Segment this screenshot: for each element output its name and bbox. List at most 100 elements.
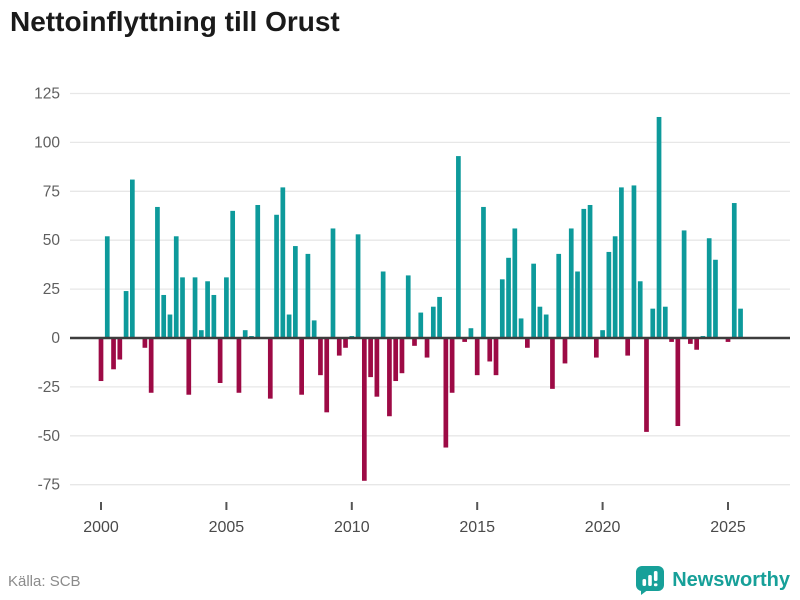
- bar-2003-Q1: [173, 236, 179, 338]
- x-axis-label-2010: 2010: [334, 519, 370, 536]
- bar-2017-Q1: [525, 338, 530, 348]
- bar-2008-Q2: [305, 253, 311, 338]
- newsworthy-logo: Newsworthy: [635, 565, 790, 595]
- y-axis-label-125: 125: [34, 86, 60, 103]
- bar-2002-Q3: [161, 294, 167, 338]
- bar-2020-Q4: [619, 187, 624, 338]
- bar-2012-Q4: [418, 312, 424, 338]
- bar-2017-Q3: [537, 306, 543, 338]
- bar-2000-Q2: [104, 236, 110, 338]
- bar-2011-Q4: [393, 338, 399, 382]
- bar-2014-Q1: [449, 338, 455, 393]
- bar-2023-Q2: [681, 230, 687, 338]
- bar-2025-Q2: [731, 203, 737, 338]
- x-axis-label-2025: 2025: [710, 519, 746, 536]
- bar-2007-Q3: [286, 314, 292, 338]
- bar-2002-Q4: [167, 314, 173, 338]
- bar-2005-Q1: [224, 277, 229, 338]
- bar-2005-Q2: [230, 210, 236, 338]
- bar-2019-Q1: [575, 271, 580, 338]
- bar-2022-Q1: [650, 308, 656, 338]
- bar-2004-Q4: [217, 338, 223, 383]
- bar-2022-Q4: [669, 338, 674, 342]
- x-axis-label-2005: 2005: [209, 519, 245, 536]
- bar-2024-Q2: [706, 238, 712, 338]
- y-axis-label-50: 50: [43, 232, 61, 249]
- bar-2004-Q3: [211, 294, 217, 338]
- bar-2021-Q1: [625, 338, 631, 356]
- bar-chart-plot: 125 100 75 50 25 0 -25 -50 -75 2000 2005 2010 2015 20…: [34, 86, 790, 536]
- bar-2009-Q4: [343, 338, 348, 348]
- bar-2020-Q2: [606, 251, 612, 338]
- bar-2006-Q2: [255, 204, 261, 338]
- bar-2003-Q4: [192, 277, 198, 338]
- y-axis-label-0: 0: [51, 330, 60, 347]
- bar-2022-Q2: [656, 116, 662, 338]
- bar-2014-Q3: [462, 338, 468, 342]
- bar-2013-Q1: [424, 338, 430, 358]
- x-axis-label-2020: 2020: [585, 519, 621, 536]
- bar-2012-Q1: [399, 338, 405, 374]
- bar-2011-Q2: [380, 271, 386, 338]
- bar-2015-Q1: [474, 338, 480, 376]
- bar-2012-Q2: [405, 275, 411, 338]
- bar-2016-Q3: [512, 228, 518, 338]
- bar-2007-Q1: [274, 214, 279, 338]
- brand-wordmark: Newsworthy: [672, 568, 790, 591]
- bar-2022-Q3: [662, 306, 668, 338]
- bar-2018-Q2: [556, 253, 562, 338]
- bar-2002-Q1: [148, 338, 154, 393]
- bar-2024-Q3: [713, 259, 718, 338]
- bar-2007-Q2: [280, 187, 286, 338]
- bar-2023-Q4: [694, 338, 699, 350]
- y-axis-label-100: 100: [34, 134, 60, 151]
- source-caption: Källa: SCB: [8, 573, 81, 590]
- bar-2015-Q3: [487, 338, 493, 362]
- x-axis-label-2000: 2000: [83, 519, 119, 536]
- bar-2000-Q3: [111, 338, 116, 370]
- bar-2025-Q1: [725, 338, 731, 342]
- bar-2008-Q3: [311, 320, 317, 338]
- bar-2003-Q2: [180, 277, 185, 338]
- bar-2016-Q4: [518, 318, 524, 338]
- bar-2009-Q3: [336, 338, 342, 356]
- bar-2008-Q1: [299, 338, 304, 395]
- bar-2018-Q3: [562, 338, 568, 364]
- bar-2025-Q3: [738, 308, 743, 338]
- bar-2001-Q4: [142, 338, 148, 348]
- bar-2014-Q2: [456, 156, 461, 338]
- bar-2019-Q3: [587, 204, 593, 338]
- bar-2011-Q1: [374, 338, 380, 397]
- bar-2023-Q3: [688, 338, 693, 344]
- bar-2019-Q2: [581, 208, 587, 338]
- bar-2015-Q4: [493, 338, 499, 376]
- bar-2017-Q4: [543, 314, 549, 338]
- bar-2007-Q4: [293, 246, 298, 338]
- y-axis-label--50: -50: [38, 428, 61, 445]
- bar-2021-Q2: [631, 185, 637, 338]
- bar-2002-Q2: [155, 206, 160, 338]
- bar-2005-Q3: [236, 338, 242, 393]
- bar-2001-Q2: [130, 179, 135, 338]
- bar-2000-Q4: [117, 338, 123, 360]
- bar-2013-Q2: [430, 306, 436, 338]
- bar-2009-Q2: [330, 228, 336, 338]
- bar-2021-Q4: [644, 338, 649, 432]
- bar-2004-Q1: [198, 330, 204, 338]
- bar-2019-Q4: [593, 338, 599, 358]
- bar-2010-Q4: [368, 338, 373, 378]
- bar-2001-Q1: [123, 291, 129, 338]
- bar-2010-Q3: [361, 338, 367, 481]
- bar-2018-Q4: [568, 228, 574, 338]
- bar-2008-Q4: [318, 338, 323, 376]
- bar-2016-Q1: [499, 279, 505, 338]
- y-axis-label-75: 75: [43, 183, 60, 200]
- chart-title: Nettoinflyttning till Orust: [10, 6, 340, 37]
- bar-2011-Q3: [387, 338, 392, 417]
- bar-2015-Q2: [481, 206, 486, 338]
- bar-2012-Q3: [412, 338, 417, 346]
- y-axis-label-25: 25: [43, 281, 60, 298]
- y-axis-label--25: -25: [38, 379, 60, 396]
- bar-2020-Q3: [612, 236, 618, 338]
- bar-2010-Q2: [355, 234, 361, 338]
